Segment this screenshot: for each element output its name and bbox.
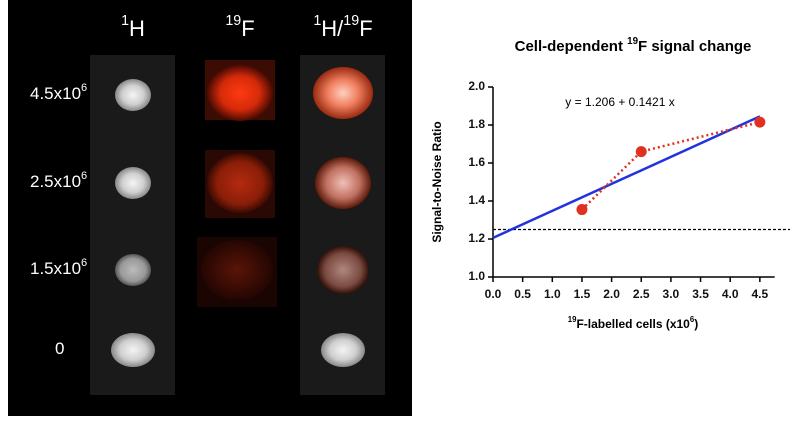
y-tick-label: 1.2 — [468, 231, 485, 245]
mri-spot — [115, 79, 151, 111]
text-part: H — [129, 16, 145, 41]
text-part: F-labelled cells (x10 — [576, 317, 690, 331]
column-header: 1H/19F — [313, 13, 372, 41]
mri-spot — [313, 67, 373, 119]
x-axis-label: 19F-labelled cells (x106) — [568, 315, 698, 331]
series-line — [581, 120, 761, 211]
text-part: 19 — [343, 13, 359, 29]
annotation: y = 1.206 + 0.1421 x — [565, 95, 674, 109]
mri-spot — [317, 246, 369, 294]
x-tick-label: 3.0 — [663, 287, 680, 301]
y-tick-label: 1.4 — [468, 193, 485, 207]
mri-spot — [115, 167, 151, 199]
text-part: 19 — [627, 36, 638, 47]
row-label: 2.5x106 — [30, 170, 87, 191]
mri-spot — [115, 254, 151, 286]
text-part: Cell-dependent — [515, 38, 628, 55]
text-part: 6 — [81, 82, 87, 94]
text-part: 1 — [121, 13, 129, 29]
text-part: ) — [694, 317, 698, 331]
text-part: 0 — [55, 339, 64, 358]
chart-title: Cell-dependent 19F signal change — [515, 36, 752, 55]
x-tick-label: 2.5 — [633, 287, 650, 301]
text-part: 19 — [225, 13, 241, 29]
row-label: 1.5x106 — [30, 257, 87, 278]
text-part: 6 — [690, 315, 695, 324]
y-tick-label: 2.0 — [468, 79, 485, 93]
mri-images — [90, 55, 385, 395]
text-part: F signal change — [638, 38, 751, 55]
row-label: 0 — [55, 339, 64, 358]
data-point — [576, 204, 588, 216]
text-part: 1 — [313, 13, 321, 29]
mri-spot — [201, 240, 273, 300]
x-tick-label: 1.5 — [574, 287, 591, 301]
text-part: 19 — [568, 315, 577, 324]
text-part: 4.5x10 — [30, 84, 81, 103]
x-tick-label: 0.0 — [485, 287, 502, 301]
y-tick-label: 1.8 — [468, 117, 485, 131]
y-tick-label: 1.6 — [468, 155, 485, 169]
x-tick-label: 4.0 — [722, 287, 739, 301]
column-header: 1H — [121, 13, 145, 41]
text-part: 2.5x10 — [30, 172, 81, 191]
mri-spot — [207, 153, 273, 213]
text-part: F — [241, 16, 254, 41]
data-point — [635, 146, 647, 158]
mri-spot — [321, 333, 365, 367]
text-part: H/ — [321, 16, 344, 41]
text-part: 6 — [81, 257, 87, 269]
text-part: F — [359, 16, 372, 41]
y-tick-label: 1.0 — [468, 269, 485, 283]
x-tick-label: 2.0 — [603, 287, 620, 301]
x-tick-label: 0.5 — [514, 287, 531, 301]
y-axis-label: Signal-to-Noise Ratio — [430, 121, 444, 242]
row-label: 4.5x106 — [30, 82, 87, 103]
fit-line — [492, 115, 761, 239]
mri-spot — [207, 65, 273, 121]
text-part: 6 — [81, 170, 87, 182]
data-point — [754, 116, 766, 128]
column-header: 19F — [225, 13, 254, 41]
x-tick-label: 1.0 — [544, 287, 561, 301]
x-tick-label: 4.5 — [752, 287, 769, 301]
mri-spot — [111, 333, 155, 367]
x-tick-label: 3.5 — [692, 287, 709, 301]
text-part: 1.5x10 — [30, 259, 81, 278]
mri-spot — [315, 157, 371, 209]
